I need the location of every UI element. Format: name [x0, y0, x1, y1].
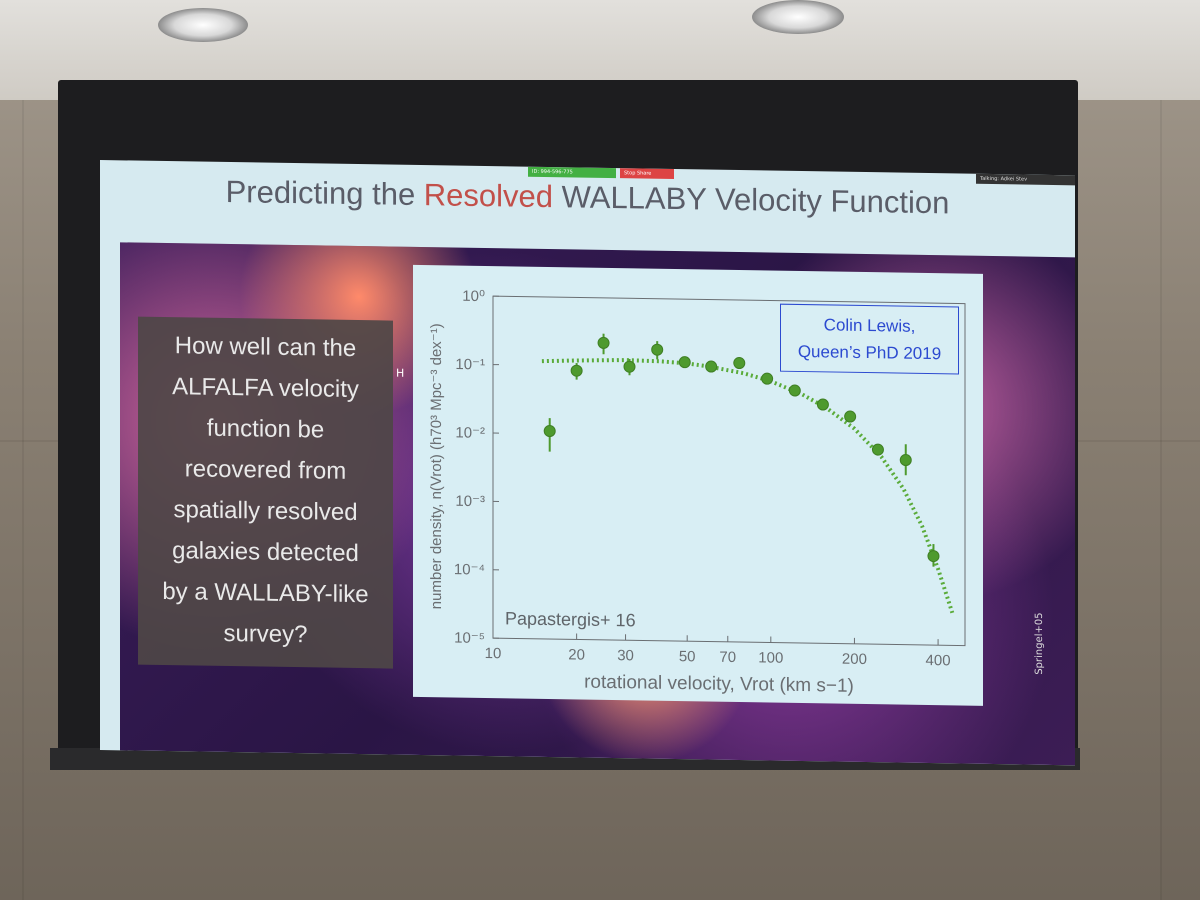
y-axis-label: number density, n(Vrot) (h70³ Mpc⁻³ dex⁻…: [428, 323, 445, 609]
x-tick-label: 400: [926, 652, 951, 669]
wall-seam-right: [1160, 100, 1162, 900]
slide-title: Predicting the Resolved WALLABY Velocity…: [100, 172, 1075, 223]
question-line: survey?: [223, 619, 308, 649]
y-tick-label: 10⁻⁴: [454, 561, 485, 578]
velocity-function-chart: 10 20 30 50 70 100 200 400 10⁰ 10⁻¹ 10⁻² 10⁻³ 10⁻⁴ 10…: [428, 288, 966, 697]
credit-box: Colin Lewis, Queen’s PhD 2019: [780, 303, 959, 375]
data-point: [678, 356, 691, 369]
plot-frame: [492, 295, 966, 647]
y-tick-label: 10⁻²: [455, 424, 485, 441]
image-credit: Springel+05: [1034, 612, 1045, 675]
x-axis-label: rotational velocity, Vrot (km s−1): [584, 672, 854, 697]
y-tick-label: 10⁻¹: [455, 356, 485, 373]
x-tick-label: 100: [758, 649, 783, 666]
data-point: [899, 454, 912, 467]
data-point: [651, 343, 664, 356]
data-point: [871, 443, 884, 456]
question-line: by a WALLABY-like: [162, 577, 369, 609]
y-tick-label: 10⁻³: [455, 493, 485, 510]
question-line: How well can the: [174, 332, 357, 363]
data-point: [927, 550, 940, 563]
data-point: [788, 384, 801, 397]
question-line: ALFALFA velocity: [172, 373, 359, 404]
projected-slide: ID: 994-596-775 Stop Share Talking: Adke…: [100, 160, 1075, 766]
title-highlight: Resolved: [423, 177, 554, 215]
talking-indicator: Talking: Adkei Stev: [976, 173, 1075, 186]
question-line: function be: [206, 414, 325, 444]
x-tick-label: 10: [485, 645, 502, 662]
ceiling-light-left: [158, 8, 248, 42]
data-point: [705, 360, 718, 373]
x-tick-label: 20: [568, 646, 585, 663]
data-point: [733, 357, 746, 370]
y-tick-label: 10⁻⁵: [454, 630, 485, 647]
chart-annotation: Papastergis+ 16: [505, 608, 636, 630]
stop-share-button[interactable]: Stop Share: [620, 168, 674, 180]
data-point: [597, 336, 610, 349]
question-line: galaxies detected: [172, 537, 359, 568]
question-line: spatially resolved: [173, 496, 358, 527]
data-point: [543, 425, 556, 438]
x-tick-label: 200: [842, 651, 867, 668]
meeting-id-bar[interactable]: ID: 994-596-775: [528, 166, 616, 179]
data-point: [570, 364, 583, 377]
data-point: [816, 398, 829, 411]
y-tick-label: 10⁰: [462, 288, 485, 305]
ceiling-light-right: [752, 0, 844, 34]
title-prefix: Predicting the: [225, 173, 424, 213]
data-point: [844, 410, 857, 423]
credit-line-thesis: Queen’s PhD 2019: [797, 341, 942, 364]
data-point: [761, 372, 774, 385]
x-tick-label: 30: [617, 647, 634, 664]
question-text: How well can the ALFALFA velocity functi…: [138, 325, 393, 657]
wall-seam-left: [22, 100, 24, 900]
question-line: recovered from: [184, 455, 347, 485]
question-box: How well can the ALFALFA velocity functi…: [138, 316, 393, 669]
title-suffix: WALLABY Velocity Function: [553, 179, 950, 221]
x-tick-label: 50: [679, 648, 696, 665]
data-point: [623, 360, 636, 373]
stray-letter: H: [396, 366, 405, 380]
credit-line-name: Colin Lewis,: [823, 315, 916, 336]
chart-panel: 10 20 30 50 70 100 200 400 10⁰ 10⁻¹ 10⁻² 10⁻³ 10⁻⁴ 10…: [413, 264, 983, 706]
x-tick-label: 70: [719, 649, 736, 666]
fit-curve: [541, 358, 955, 614]
